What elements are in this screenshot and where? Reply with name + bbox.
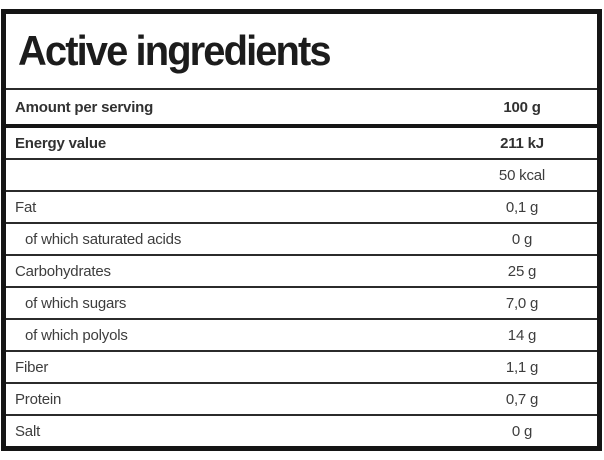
table-row: of which saturated acids 0 g <box>6 224 597 256</box>
header-label: Amount per serving <box>15 98 154 116</box>
row-value: 211 kJ <box>500 134 544 152</box>
row-value: 1,1 g <box>505 358 539 376</box>
table-row: 50 kcal <box>6 160 597 192</box>
row-value: 25 g <box>507 262 537 280</box>
table-row: Fat 0,1 g <box>6 192 597 224</box>
table-title-row: Active ingredients <box>6 14 597 90</box>
header-value: 100 g <box>503 98 541 116</box>
table-row: Carbohydrates 25 g <box>6 256 597 288</box>
row-value: 14 g <box>507 326 537 344</box>
row-label: of which polyols <box>25 326 128 344</box>
row-value: 7,0 g <box>505 294 539 312</box>
table-row: of which sugars 7,0 g <box>6 288 597 320</box>
table-row: Fiber 1,1 g <box>6 352 597 384</box>
table-row: Protein 0,7 g <box>6 384 597 416</box>
row-value: 50 kcal <box>498 166 546 184</box>
row-value: 0 g <box>511 422 533 440</box>
row-label: Protein <box>15 390 62 408</box>
row-value: 0,1 g <box>505 198 539 216</box>
table-row: Salt 0 g <box>6 416 597 446</box>
table-row: Energy value 211 kJ <box>6 128 597 160</box>
row-label: of which sugars <box>25 294 127 312</box>
row-label: of which saturated acids <box>25 230 182 248</box>
page-title: Active ingredients <box>18 27 332 74</box>
row-value: 0,7 g <box>505 390 539 408</box>
row-label: Carbohydrates <box>15 262 111 280</box>
row-label: Salt <box>15 422 41 440</box>
row-label: Energy value <box>15 134 106 152</box>
table-row: of which polyols 14 g <box>6 320 597 352</box>
row-value: 0 g <box>511 230 533 248</box>
table-body: Energy value 211 kJ 50 kcal Fat 0,1 g of whic… <box>6 128 597 446</box>
table-header-row: Amount per serving 100 g <box>6 90 597 128</box>
row-label: Fat <box>15 198 37 216</box>
row-label: Fiber <box>15 358 49 376</box>
nutrition-table: Active ingredients Amount per serving 10… <box>1 9 602 451</box>
